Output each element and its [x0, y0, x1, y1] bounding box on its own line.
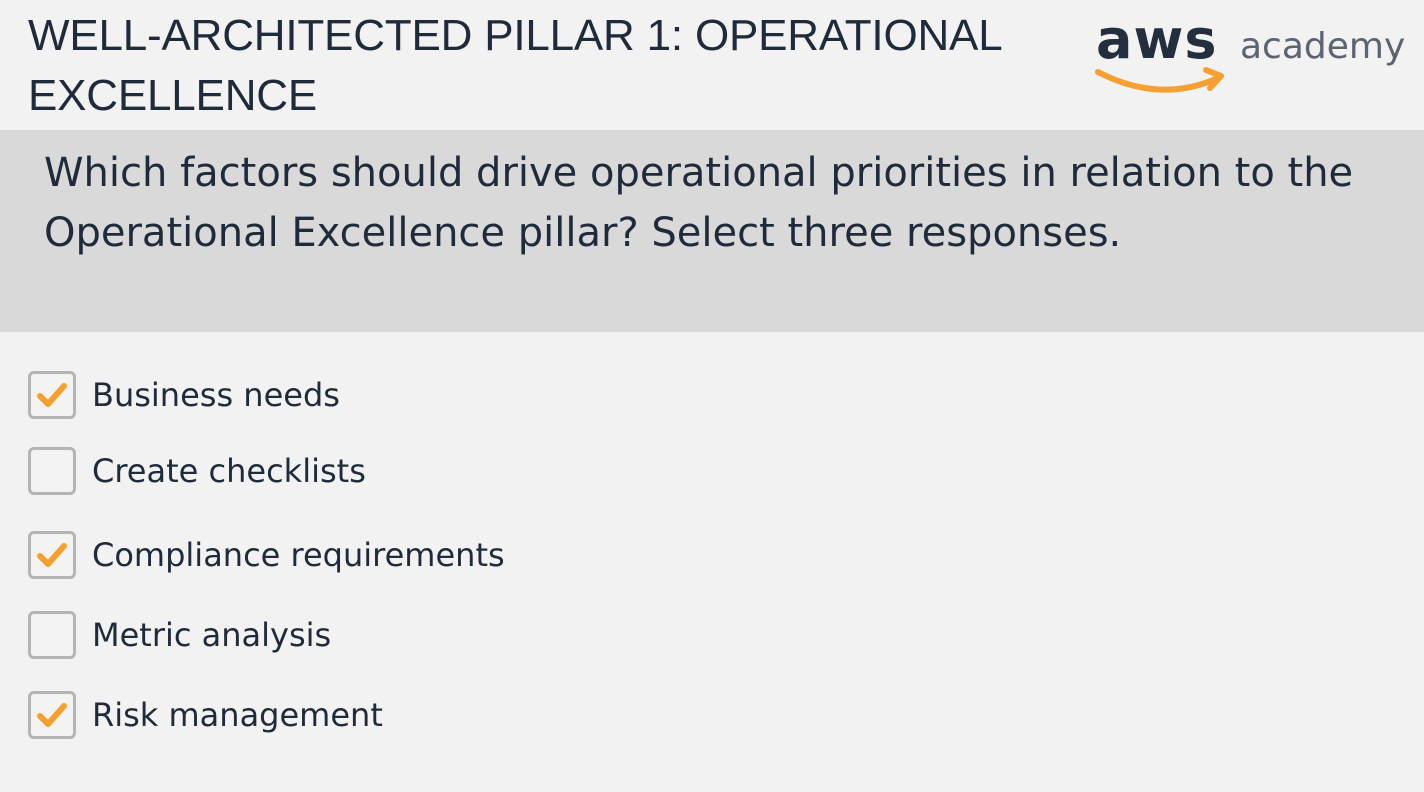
question-text: Which factors should drive operational p…: [44, 150, 1354, 256]
checkbox[interactable]: [28, 531, 76, 579]
option-label: Risk management: [92, 696, 383, 734]
option-business-needs[interactable]: Business needs: [28, 368, 728, 422]
check-icon: [37, 543, 67, 567]
option-label: Metric analysis: [92, 616, 332, 654]
option-label: Business needs: [92, 376, 340, 414]
logo-brand: aws: [1096, 12, 1217, 71]
question-band: Which factors should drive operational p…: [0, 130, 1424, 332]
checkbox[interactable]: [28, 447, 76, 495]
logo-product: academy: [1240, 26, 1405, 67]
checkbox[interactable]: [28, 611, 76, 659]
checkbox[interactable]: [28, 371, 76, 419]
option-risk-management[interactable]: Risk management: [28, 688, 728, 742]
options-list: Business needs Create checklists Complia…: [0, 332, 1424, 792]
logo-smile: [1095, 69, 1221, 93]
page-title: WELL-ARCHITECTED PILLAR 1: OPERATIONAL E…: [28, 11, 1001, 120]
option-create-checklists[interactable]: Create checklists: [28, 444, 728, 498]
logo-arrow: [1203, 67, 1224, 91]
check-icon: [37, 383, 67, 407]
checkbox[interactable]: [28, 691, 76, 739]
option-compliance-requirements[interactable]: Compliance requirements: [28, 528, 728, 582]
aws-academy-logo: aws academy: [1095, 12, 1405, 93]
check-icon: [37, 703, 67, 727]
option-metric-analysis[interactable]: Metric analysis: [28, 608, 728, 662]
header: WELL-ARCHITECTED PILLAR 1: OPERATIONAL E…: [0, 0, 1424, 130]
option-label: Compliance requirements: [92, 536, 505, 574]
option-label: Create checklists: [92, 452, 366, 490]
